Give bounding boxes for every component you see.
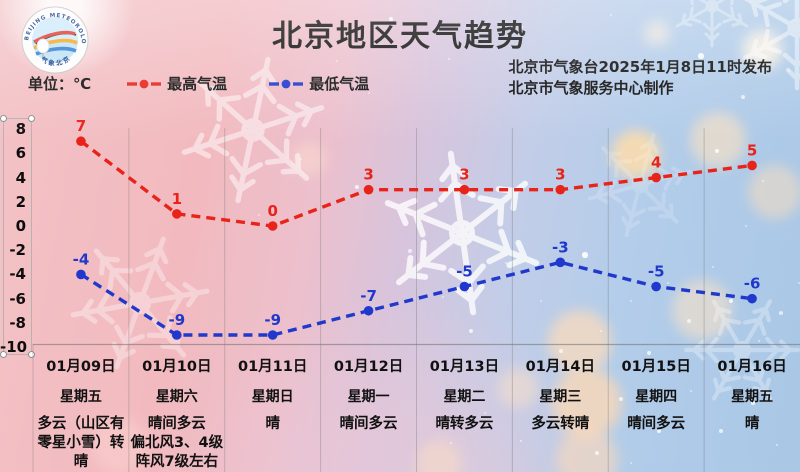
- forecast-description: 晴: [265, 416, 280, 432]
- forecast-description: 晴: [744, 416, 760, 432]
- data-point-label: -5: [456, 263, 473, 281]
- issued-info: 北京市气象台2025年1月8日11时发布 北京市气象服务中心制作: [509, 57, 773, 99]
- selection-handle[interactable]: [0, 351, 7, 358]
- forecast-column: 01月11日 星期日晴: [225, 350, 321, 472]
- data-point-label: 4: [651, 154, 661, 172]
- forecast-weekday: 星期三: [539, 389, 582, 405]
- data-point-marker: [651, 172, 661, 183]
- data-point-label: -4: [73, 250, 90, 268]
- data-point-marker: [651, 281, 661, 292]
- forecast-date: 01月11日: [238, 359, 308, 375]
- bokeh-light: [672, 280, 732, 340]
- forecast-description: 晴间多云: [339, 416, 398, 432]
- data-point-marker: [76, 269, 86, 280]
- data-point-marker: [172, 209, 182, 219]
- data-point-marker: [172, 330, 182, 340]
- forecast-date: 01月13日: [429, 359, 500, 375]
- forecast-weekday: 星期六: [155, 389, 198, 405]
- data-point-label: -3: [552, 238, 569, 256]
- legend-item-high: 最高气温: [127, 73, 227, 94]
- selection-handle[interactable]: [28, 115, 35, 122]
- selection-handle[interactable]: [0, 115, 7, 122]
- forecast-date: 01月10日: [142, 359, 212, 375]
- meteorological-service-logo: BEIJING METEOROLOGICAL SERVICE 气象北京: [18, 4, 89, 74]
- data-point-label: -5: [648, 263, 665, 281]
- data-point-marker: [747, 293, 757, 304]
- forecast-column: 01月10日 星期六晴间多云 偏北风3、4级 阵风7级左右: [129, 350, 225, 472]
- data-point-marker: [459, 281, 470, 292]
- forecast-column: 01月15日 星期四晴间多云: [608, 350, 704, 472]
- forecast-date: 01月16日: [717, 359, 787, 375]
- bokeh-light: [612, 130, 660, 178]
- bokeh-light: [292, 142, 326, 176]
- forecast-columns: 01月09日星期五多云（山区有零星小雪）转晴偏北风3、4级阵风7、8级01月10…: [33, 350, 800, 472]
- issued-line1: 北京市气象台2025年1月8日11时发布: [508, 58, 773, 76]
- legend-label-low: 最低气温: [309, 75, 370, 93]
- data-point-label: 3: [555, 166, 565, 184]
- data-point-label: -9: [264, 311, 281, 329]
- bokeh-light: [690, 112, 746, 168]
- forecast-weekday: 星期一: [347, 389, 390, 405]
- forecast-description: 晴间多云 偏北风3、4级 阵风7级左右: [130, 416, 224, 470]
- forecast-weekday: 星期二: [443, 389, 486, 405]
- forecast-description: 晴转多云: [435, 416, 494, 432]
- data-point-label: 3: [363, 166, 373, 184]
- data-point-label: -6: [744, 275, 761, 293]
- y-axis-box: [0, 115, 35, 358]
- unit-label: 单位：℃: [28, 75, 92, 93]
- forecast-date: 01月14日: [525, 359, 595, 375]
- snowflake-icon: [170, 45, 336, 215]
- issued-line2: 北京市气象服务中心制作: [508, 79, 674, 97]
- snowflake-icon: [578, 122, 702, 248]
- data-point-marker: [76, 136, 86, 147]
- forecast-description: 多云转晴: [531, 416, 590, 432]
- forecast-weekday: 星期五: [731, 389, 774, 405]
- forecast-column: 01月13日 星期二晴转多云: [417, 350, 513, 472]
- high-temp-legend-marker-icon: [127, 79, 162, 88]
- snowflake-icon: [374, 143, 549, 323]
- data-point-marker: [747, 160, 757, 171]
- forecast-column: 01月16日 星期五晴: [704, 350, 800, 472]
- data-point-label: 3: [459, 166, 469, 184]
- high-temp-line: [79, 139, 753, 228]
- data-point-marker: [555, 257, 566, 268]
- data-point-marker: [555, 184, 566, 195]
- low-temp-legend-marker-icon: [269, 79, 304, 88]
- forecast-column: 01月12日 星期一晴间多云: [321, 350, 417, 472]
- data-point-label: 7: [76, 117, 86, 135]
- page-title: 北京地区天气趋势: [272, 19, 528, 54]
- data-point-marker: [459, 184, 470, 195]
- forecast-description: 晴间多云: [627, 416, 686, 432]
- data-point-label: 0: [267, 202, 277, 220]
- forecast-column: 01月14日 星期三多云转晴: [512, 350, 608, 472]
- legend-row: 单位：℃ 最高气温 最低气温: [28, 73, 411, 94]
- forecast-date: 01月12日: [333, 359, 404, 375]
- legend-item-low: 最低气温: [269, 73, 369, 94]
- forecast-weekday: 星期五: [59, 389, 102, 405]
- legend-label-high: 最高气温: [167, 75, 228, 93]
- forecast-date: 01月15日: [621, 359, 691, 375]
- data-point-label: -9: [168, 311, 185, 329]
- selection-handle[interactable]: [28, 351, 35, 358]
- data-point-marker: [267, 330, 278, 340]
- low-temp-line: [80, 260, 753, 337]
- forecast-weekday: 星期日: [251, 389, 294, 405]
- data-point-label: -7: [360, 287, 377, 305]
- bokeh-light: [748, 165, 800, 219]
- data-point-label: 5: [747, 141, 757, 159]
- data-point-marker: [267, 221, 278, 231]
- data-point-marker: [363, 184, 374, 195]
- data-point-label: 1: [172, 190, 182, 208]
- forecast-date: 01月09日: [46, 359, 116, 375]
- forecast-weekday: 星期四: [635, 389, 678, 405]
- data-point-marker: [363, 305, 374, 316]
- snow-dots: [0, 0, 2, 2]
